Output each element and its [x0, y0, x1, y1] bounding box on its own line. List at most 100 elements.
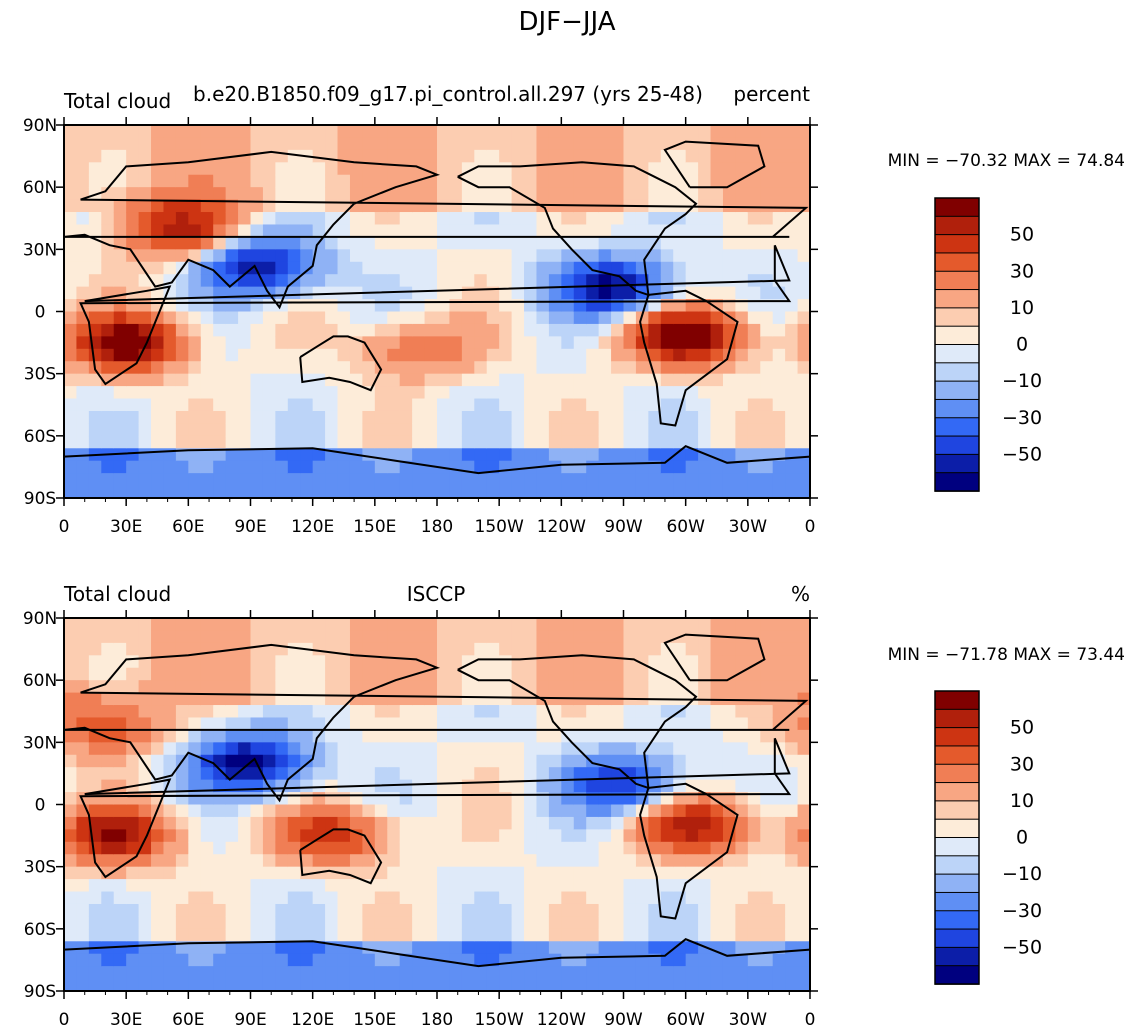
- field-cell: [685, 854, 699, 868]
- field-cell: [175, 348, 189, 362]
- field-cell: [474, 941, 488, 955]
- field-cell: [735, 299, 749, 313]
- field-cell: [573, 125, 587, 139]
- field-cell: [262, 473, 276, 487]
- figure-title: DJF−JJA: [518, 7, 615, 37]
- field-cell: [151, 667, 165, 681]
- field-cell: [64, 642, 78, 656]
- field-cell: [387, 978, 401, 992]
- field-cell: [175, 236, 189, 250]
- field-cell: [586, 891, 600, 905]
- field-cell: [449, 274, 463, 288]
- field-cell: [337, 261, 351, 275]
- field-cell: [374, 630, 388, 644]
- field-cell: [698, 435, 712, 449]
- field-cell: [200, 212, 214, 226]
- field-cell: [536, 249, 550, 263]
- field-cell: [747, 286, 761, 300]
- field-cell: [598, 174, 612, 188]
- field-cell: [64, 754, 78, 768]
- field-cell: [573, 854, 587, 868]
- field-cell: [337, 323, 351, 337]
- colorbar-swatch: [934, 252, 980, 273]
- field-cell: [623, 742, 637, 756]
- field-cell: [275, 816, 289, 830]
- field-cell: [362, 966, 376, 980]
- field-cell: [548, 779, 562, 793]
- field-cell: [698, 212, 712, 226]
- field-cell: [698, 473, 712, 487]
- field-cell: [312, 816, 326, 830]
- field-cell: [722, 705, 736, 719]
- field-cell: [598, 187, 612, 201]
- field-cell: [238, 903, 252, 917]
- field-cell: [548, 386, 562, 400]
- field-cell: [474, 373, 488, 387]
- field-cell: [536, 236, 550, 250]
- field-cell: [64, 767, 78, 781]
- field-cell: [722, 460, 736, 474]
- field-cell: [387, 953, 401, 967]
- field-cell: [300, 729, 314, 743]
- field-cell: [437, 655, 451, 669]
- field-cell: [188, 137, 202, 151]
- field-cell: [710, 410, 724, 424]
- field-cell: [151, 423, 165, 437]
- field-cell: [349, 261, 363, 275]
- field-cell: [747, 854, 761, 868]
- x-tick-label: 120W: [537, 1010, 586, 1030]
- field-cell: [275, 460, 289, 474]
- field-cell: [772, 485, 786, 499]
- field-cell: [747, 361, 761, 375]
- field-cell: [138, 854, 152, 868]
- field-cell: [698, 966, 712, 980]
- field-cell: [747, 199, 761, 213]
- field-cell: [486, 435, 500, 449]
- field-cell: [772, 199, 786, 213]
- field-cell: [673, 149, 687, 163]
- field-cell: [138, 212, 152, 226]
- field-cell: [412, 137, 426, 151]
- field-cell: [524, 361, 538, 375]
- field-cell: [163, 149, 177, 163]
- field-cell: [250, 916, 264, 930]
- field-cell: [511, 373, 525, 387]
- field-cell: [598, 854, 612, 868]
- field-cell: [424, 199, 438, 213]
- field-cell: [337, 162, 351, 176]
- field-cell: [225, 299, 239, 313]
- field-cell: [64, 879, 78, 893]
- field-cell: [747, 953, 761, 967]
- field-cell: [797, 767, 811, 781]
- field-cell: [200, 879, 214, 893]
- colorbar-swatch: [934, 690, 980, 711]
- field-cell: [275, 742, 289, 756]
- field-cell: [250, 125, 264, 139]
- field-cell: [747, 423, 761, 437]
- field-cell: [175, 742, 189, 756]
- field-cell: [486, 386, 500, 400]
- field-cell: [387, 311, 401, 325]
- field-cell: [163, 361, 177, 375]
- field-cell: [126, 162, 140, 176]
- field-cell: [499, 261, 513, 275]
- field-cell: [449, 891, 463, 905]
- field-cell: [524, 286, 538, 300]
- field-cell: [499, 841, 513, 855]
- field-cell: [399, 398, 413, 412]
- field-cell: [64, 149, 78, 163]
- field-cell: [461, 916, 475, 930]
- field-cell: [772, 978, 786, 992]
- field-cell: [337, 311, 351, 325]
- field-cell: [126, 236, 140, 250]
- field-cell: [486, 261, 500, 275]
- field-cell: [337, 953, 351, 967]
- field-cell: [64, 705, 78, 719]
- field-cell: [275, 162, 289, 176]
- field-cell: [586, 767, 600, 781]
- field-cell: [623, 149, 637, 163]
- field-cell: [88, 841, 102, 855]
- field-cell: [387, 717, 401, 731]
- field-cell: [387, 642, 401, 656]
- field-cell: [797, 729, 811, 743]
